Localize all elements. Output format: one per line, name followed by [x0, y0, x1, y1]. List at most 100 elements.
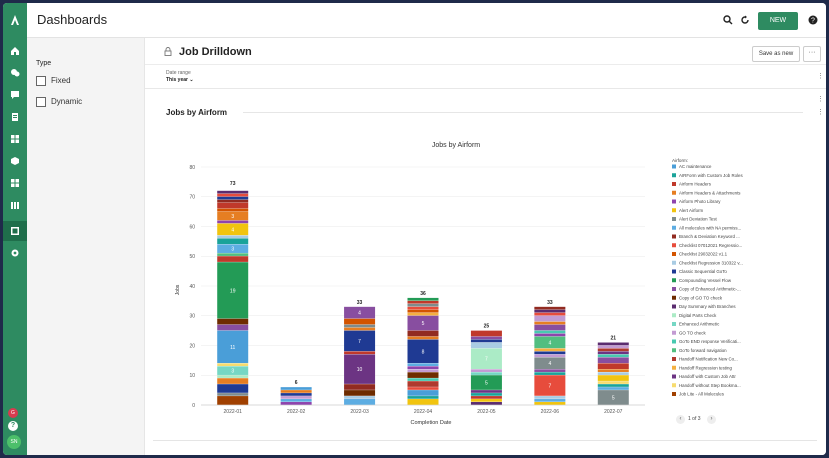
bar-segment[interactable]: [470, 336, 502, 340]
bar-segment[interactable]: [470, 372, 502, 375]
legend-item[interactable]: AIRForm with Custom Job Roles: [679, 173, 743, 178]
bar-segment[interactable]: [407, 330, 439, 337]
bar-segment[interactable]: [217, 253, 249, 256]
legend-item[interactable]: GO TO check: [679, 330, 706, 335]
bar-segment[interactable]: [470, 390, 502, 393]
bar-segment[interactable]: [344, 396, 376, 399]
bar-segment[interactable]: [217, 199, 249, 203]
bar-segment[interactable]: [597, 390, 629, 405]
bar-segment[interactable]: [217, 378, 249, 384]
chat-icon[interactable]: [9, 67, 21, 79]
bar-segment[interactable]: [407, 363, 439, 367]
legend-item[interactable]: Handoff with Custom Job Attr: [679, 374, 736, 379]
legend-item[interactable]: Copy of Enhanced Arithmetic-...: [679, 287, 741, 292]
legend-item[interactable]: Day Summary with Branches: [679, 304, 736, 309]
legend-item[interactable]: Classic Sequential GoTo: [679, 269, 727, 274]
legend-item[interactable]: All molecules with NA permiss...: [679, 225, 741, 230]
bar-segment[interactable]: [470, 402, 502, 405]
bar-segment[interactable]: [534, 399, 566, 402]
legend-item[interactable]: Airform Headers & Attachments: [679, 190, 741, 195]
bar-segment[interactable]: [344, 306, 376, 319]
bar-segment[interactable]: [597, 342, 629, 346]
bar-segment[interactable]: [597, 384, 629, 387]
legend-item[interactable]: Checklist 29032022 v1.1: [679, 252, 728, 257]
legend-item[interactable]: Handoff without Step Bookma...: [679, 383, 741, 388]
refresh-icon[interactable]: [740, 15, 750, 28]
pager-prev-button[interactable]: ‹: [676, 415, 685, 424]
bar-segment[interactable]: [407, 366, 439, 369]
bar-segment[interactable]: [407, 300, 439, 304]
bar-segment[interactable]: [280, 390, 312, 393]
bar-segment[interactable]: [407, 396, 439, 399]
bar-segment[interactable]: [597, 372, 629, 375]
search-icon[interactable]: [723, 15, 733, 28]
bar-segment[interactable]: [217, 396, 249, 405]
notification-avatar[interactable]: G: [8, 408, 18, 418]
bar-segment[interactable]: [407, 315, 439, 331]
bar-segment[interactable]: [534, 315, 566, 322]
bar-segment[interactable]: [407, 381, 439, 387]
bar-segment[interactable]: [217, 190, 249, 194]
bar-segment[interactable]: [217, 318, 249, 325]
bar-segment[interactable]: [534, 306, 566, 310]
bar-segment[interactable]: [217, 363, 249, 367]
bar-segment[interactable]: [597, 345, 629, 349]
bar-segment[interactable]: [534, 312, 566, 316]
pager-next-button[interactable]: ›: [707, 415, 716, 424]
legend-item[interactable]: GoTo END response Verificati...: [679, 339, 741, 344]
legend-item[interactable]: Checklist Regression 310322 v...: [679, 260, 743, 265]
legend-item[interactable]: Handoff Regression testing: [679, 365, 732, 370]
bar-segment[interactable]: [597, 348, 629, 352]
bar-segment[interactable]: [534, 354, 566, 358]
bar-segment[interactable]: [280, 399, 312, 402]
gear-icon[interactable]: [9, 247, 21, 259]
bar-segment[interactable]: [217, 196, 249, 200]
logo-icon[interactable]: [9, 14, 21, 26]
bar-segment[interactable]: [534, 369, 566, 372]
section-kebab-icon[interactable]: ⋮: [817, 96, 824, 103]
bar-segment[interactable]: [597, 354, 629, 358]
bar-segment[interactable]: [217, 208, 249, 212]
bar-segment[interactable]: [344, 327, 376, 331]
bar-segment[interactable]: [534, 336, 566, 349]
legend-item[interactable]: Copy of GO TO check: [679, 295, 723, 300]
bar-segment[interactable]: [407, 369, 439, 372]
bar-segment[interactable]: [407, 306, 439, 310]
bar-segment[interactable]: [407, 387, 439, 390]
dynamic-checkbox[interactable]: [36, 97, 46, 107]
bar-segment[interactable]: [407, 390, 439, 396]
bar-segment[interactable]: [217, 375, 249, 378]
bar-segment[interactable]: [534, 402, 566, 405]
bar-segment[interactable]: [344, 324, 376, 328]
legend-item[interactable]: Digital Parts Check: [679, 313, 717, 318]
apps-icon[interactable]: [9, 177, 21, 189]
legend-item[interactable]: Branch & Deviation Keyword ...: [679, 234, 740, 239]
legend-item[interactable]: Enhanced Arithmetic: [679, 322, 720, 327]
bar-segment[interactable]: [344, 390, 376, 396]
bar-segment[interactable]: [217, 193, 249, 197]
bar-segment[interactable]: [217, 220, 249, 224]
bar-segment[interactable]: [470, 396, 502, 399]
bar-segment[interactable]: [280, 387, 312, 390]
home-icon[interactable]: [9, 45, 21, 57]
bar-segment[interactable]: [470, 330, 502, 337]
bar-segment[interactable]: [534, 351, 566, 355]
bar-segment[interactable]: [534, 309, 566, 313]
bar-segment[interactable]: [344, 330, 376, 352]
bar-segment[interactable]: [217, 384, 249, 393]
bar-segment[interactable]: [534, 348, 566, 352]
date-range-select[interactable]: This year ⌄: [166, 77, 194, 83]
bar-segment[interactable]: [217, 202, 249, 209]
bar-segment[interactable]: [597, 363, 629, 369]
bar-segment[interactable]: [217, 223, 249, 236]
legend-item[interactable]: Alert Airform: [679, 208, 703, 213]
bar-segment[interactable]: [407, 312, 439, 316]
bar-segment[interactable]: [534, 375, 566, 396]
grid-icon[interactable]: [9, 133, 21, 145]
bar-segment[interactable]: [597, 351, 629, 355]
bar-segment[interactable]: [534, 333, 566, 337]
bar-segment[interactable]: [217, 256, 249, 262]
bar-segment[interactable]: [217, 235, 249, 239]
bar-segment[interactable]: [217, 393, 249, 396]
bar-segment[interactable]: [597, 387, 629, 390]
